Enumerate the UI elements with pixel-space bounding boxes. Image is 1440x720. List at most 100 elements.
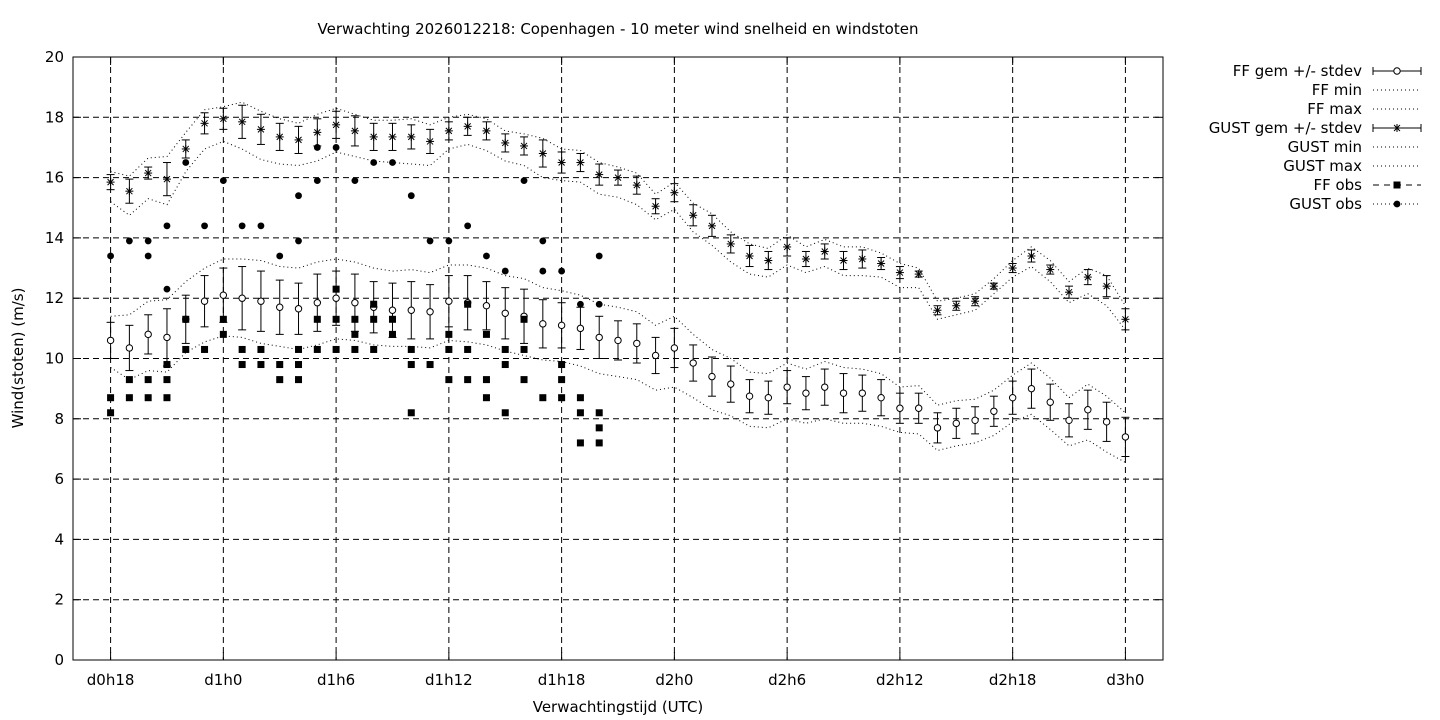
gust-mean-point — [990, 282, 998, 290]
ff-mean-point — [576, 324, 585, 333]
ff-obs-point — [520, 376, 528, 384]
gust-mean-point — [934, 306, 941, 314]
gust-obs-point — [313, 144, 321, 151]
ff-obs-point — [219, 330, 227, 338]
ff-obs-point — [295, 376, 303, 384]
gust-obs-point — [144, 252, 152, 260]
gust-mean-point — [689, 211, 697, 219]
ff-obs-point — [520, 345, 528, 353]
legend-label: FF max — [1307, 100, 1362, 118]
gust-obs-point — [558, 267, 566, 275]
ff-obs-point — [595, 409, 603, 417]
ff-mean-point — [1084, 406, 1092, 414]
ff-mean-point — [651, 351, 660, 360]
ff-obs-point — [257, 345, 265, 353]
y-tick-label: 6 — [54, 470, 64, 488]
ff-obs-point — [332, 345, 340, 353]
gust-mean-point — [840, 257, 847, 264]
ff-obs-point — [464, 345, 472, 353]
gust-obs-point — [182, 159, 190, 166]
gust-obs-point — [295, 237, 302, 245]
ff-mean-point — [200, 297, 209, 305]
ff-obs-point — [482, 394, 490, 402]
x-tick-label: d1h0 — [204, 671, 242, 689]
gust-mean-point — [1122, 315, 1129, 323]
ff-obs-point — [388, 330, 396, 338]
ff-obs-point — [501, 409, 509, 417]
ff-mean-point — [332, 294, 340, 302]
ff-obs-point — [576, 394, 584, 402]
gust-mean-point — [144, 169, 152, 177]
ff-obs-point — [257, 361, 265, 369]
gust-obs-point — [295, 192, 302, 200]
chart-title: Verwachting 2026012218: Copenhagen - 10 … — [318, 20, 919, 38]
ff-mean-point — [482, 302, 491, 310]
y-tick-label: 10 — [45, 350, 64, 368]
gust-obs-point — [144, 237, 152, 245]
gust-obs-point — [163, 285, 171, 293]
ff-obs-point — [558, 361, 566, 369]
ff-mean-point — [1121, 433, 1130, 441]
gust-mean-point — [483, 127, 490, 135]
ff-obs-point — [501, 345, 509, 353]
ff-mean-point — [877, 393, 885, 402]
ff-mean-point — [144, 330, 152, 339]
ff-mean-point — [990, 407, 998, 415]
gust-obs-point — [313, 177, 321, 185]
gust-mean-point — [126, 187, 133, 195]
gust-mean-point — [783, 243, 791, 251]
x-tick-label: d2h12 — [876, 671, 924, 689]
ff-mean-point — [783, 383, 791, 391]
gust-obs-point — [407, 192, 415, 200]
legend-label: GUST min — [1288, 138, 1362, 156]
gust-obs-point — [201, 222, 208, 230]
ff-mean-point — [708, 372, 716, 381]
ff-mean-point — [858, 389, 867, 397]
gust-mean-point — [821, 248, 829, 255]
gust-mean-point — [313, 129, 321, 136]
ff-mean-point — [914, 404, 923, 412]
gust-mean-point — [764, 257, 772, 264]
y-tick-label: 8 — [54, 410, 64, 428]
ff-mean-point — [219, 291, 228, 299]
x-tick-label: d1h18 — [538, 671, 586, 689]
ff-mean-point — [952, 419, 960, 428]
gust-mean-point — [1009, 264, 1017, 272]
ff-mean-point — [557, 321, 566, 330]
gust-mean-point — [1046, 266, 1054, 273]
gust-obs-point — [163, 222, 171, 230]
gust-mean-point — [1084, 273, 1092, 281]
y-tick-label: 12 — [45, 289, 64, 307]
ff-obs-point — [558, 394, 566, 402]
ff-mean-point — [407, 306, 415, 314]
ff-mean-point — [238, 294, 246, 302]
y-tick-label: 2 — [54, 591, 64, 609]
gust-mean-point — [501, 139, 509, 147]
ff-obs-point — [482, 376, 490, 384]
gust-mean-point — [558, 159, 565, 166]
ff-obs-point — [576, 439, 584, 447]
ff-mean-point — [294, 305, 303, 313]
ff-mean-point — [1046, 398, 1054, 406]
ff-obs-point — [464, 300, 472, 308]
gust-obs-point — [539, 267, 547, 275]
ff-obs-point — [351, 345, 359, 353]
ff-mean-point — [257, 297, 265, 305]
ff-obs-point — [520, 315, 528, 323]
ff-obs-point — [219, 315, 227, 323]
series-gust-min-line — [110, 140, 1126, 331]
gust-obs-point — [539, 237, 547, 245]
gust-obs-point — [351, 177, 359, 185]
gust-mean-point — [971, 297, 979, 305]
gust-obs-point — [238, 222, 246, 230]
gust-mean-point — [1065, 288, 1073, 296]
ff-mean-point — [445, 297, 453, 305]
ff-obs-point — [332, 315, 340, 323]
ff-obs-point — [313, 315, 321, 323]
plot-series — [106, 101, 1130, 463]
gust-mean-point — [370, 133, 378, 141]
gust-mean-point — [201, 119, 208, 127]
gust-obs-point — [445, 237, 453, 245]
ff-obs-point — [445, 330, 453, 338]
